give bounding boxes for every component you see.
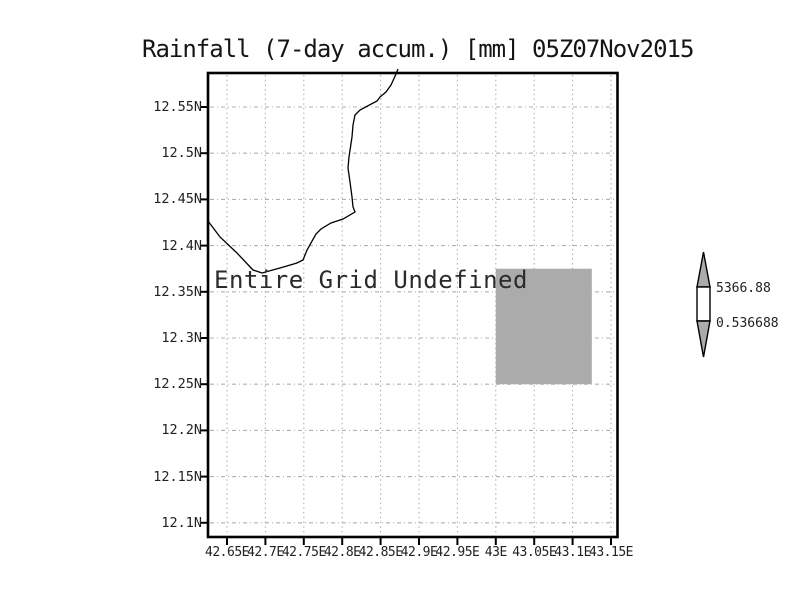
colorbar [696,251,711,358]
x-tick-label: 43.1E [554,545,591,560]
colorbar-min-label: 0.536688 [716,316,779,331]
y-tick-label: 12.15N [153,468,202,485]
x-tick-label: 43E [484,545,507,560]
x-tick-label: 42.95E [435,545,480,560]
x-tick-label: 42.75E [281,545,326,560]
colorbar-max-label: 5366.88 [716,281,771,296]
colorbar-lower-arrow [696,320,711,358]
axis-ticks [200,106,612,545]
map-border [206,71,619,539]
x-tick-label: 42.85E [358,545,403,560]
colorbar-upper-arrow [696,251,711,288]
y-tick-label: 12.5N [161,145,202,162]
y-tick-label: 12.45N [153,191,202,208]
y-tick-label: 12.25N [153,376,202,393]
y-tick-label: 12.1N [161,514,202,531]
coastline [207,68,399,274]
page-title: Rainfall (7-day accum.) [mm] 05Z07Nov201… [142,35,694,63]
colorbar-range-box [696,286,711,322]
y-tick-label: 12.3N [161,330,202,346]
y-tick-label: 12.2N [161,422,202,439]
x-tick-label: 43.05E [512,545,557,560]
x-tick-label: 43.15E [589,545,633,560]
y-tick-label: 12.55N [153,99,202,115]
x-tick-label: 42.65E [205,545,249,560]
y-tick-label: 12.35N [153,283,202,300]
x-tick-label: 42.8E [323,545,361,560]
y-tick-label: 12.4N [161,237,202,254]
undefined-annotation: Entire Grid Undefined [214,266,528,294]
shaded-grid-cell [495,268,592,385]
x-tick-label: 42.7E [247,545,284,560]
x-tick-label: 42.9E [400,545,438,560]
